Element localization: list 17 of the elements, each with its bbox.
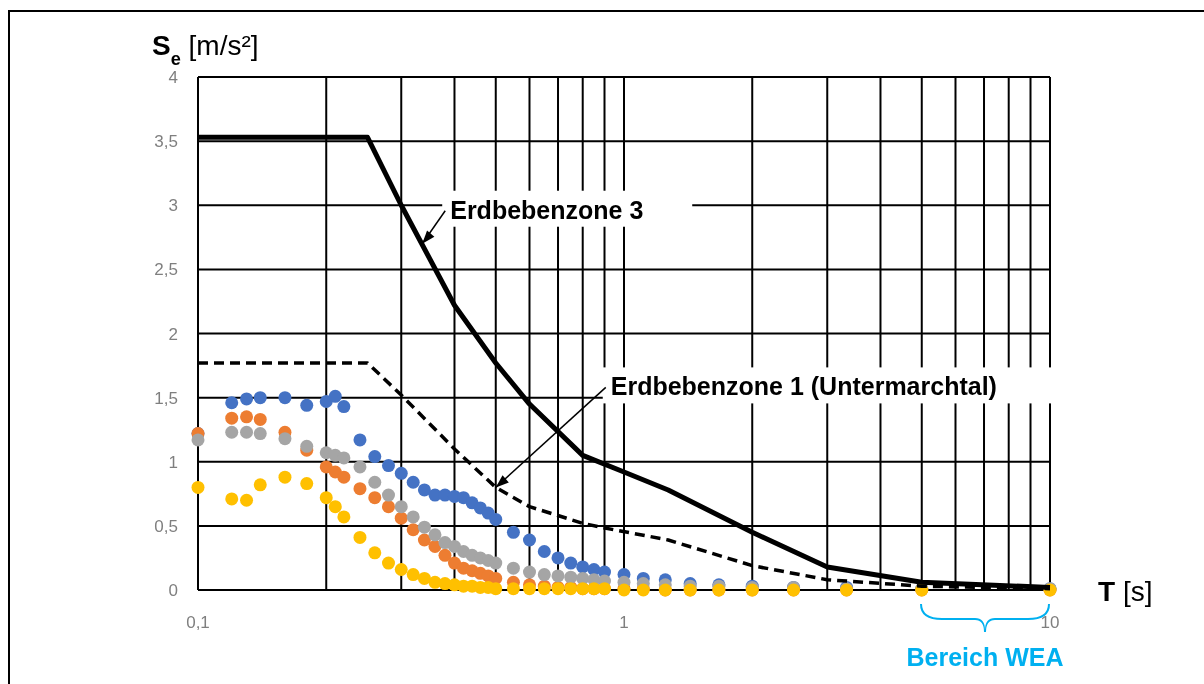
y-tick-label: 3 xyxy=(168,196,178,216)
annotation: Erdbebenzone 1 (Untermarchtal) xyxy=(610,372,997,401)
y-tick-label: 0 xyxy=(168,581,178,600)
y-tick-label: 0,5 xyxy=(154,516,178,536)
y-axis-title: S$_{e}$ [m/s²] xyxy=(152,30,259,69)
y-tick-label: 1 xyxy=(168,452,178,472)
y-tick-label: 4 xyxy=(168,68,178,87)
annotation: Erdbebenzone 3 xyxy=(450,195,644,224)
y-tick-label: 3,5 xyxy=(154,132,178,152)
x-tick-label: 1 xyxy=(619,613,629,632)
y-tick-label: 2 xyxy=(168,324,178,344)
x-axis-title: T [s] xyxy=(1098,576,1153,607)
text: Bereich WEA xyxy=(906,643,1064,671)
x-tick-label: 10 xyxy=(1040,613,1060,632)
x-tick-label: 0,1 xyxy=(186,613,210,632)
y-tick-label: 1,5 xyxy=(154,388,178,408)
y-tick-label: 2,5 xyxy=(154,260,178,280)
